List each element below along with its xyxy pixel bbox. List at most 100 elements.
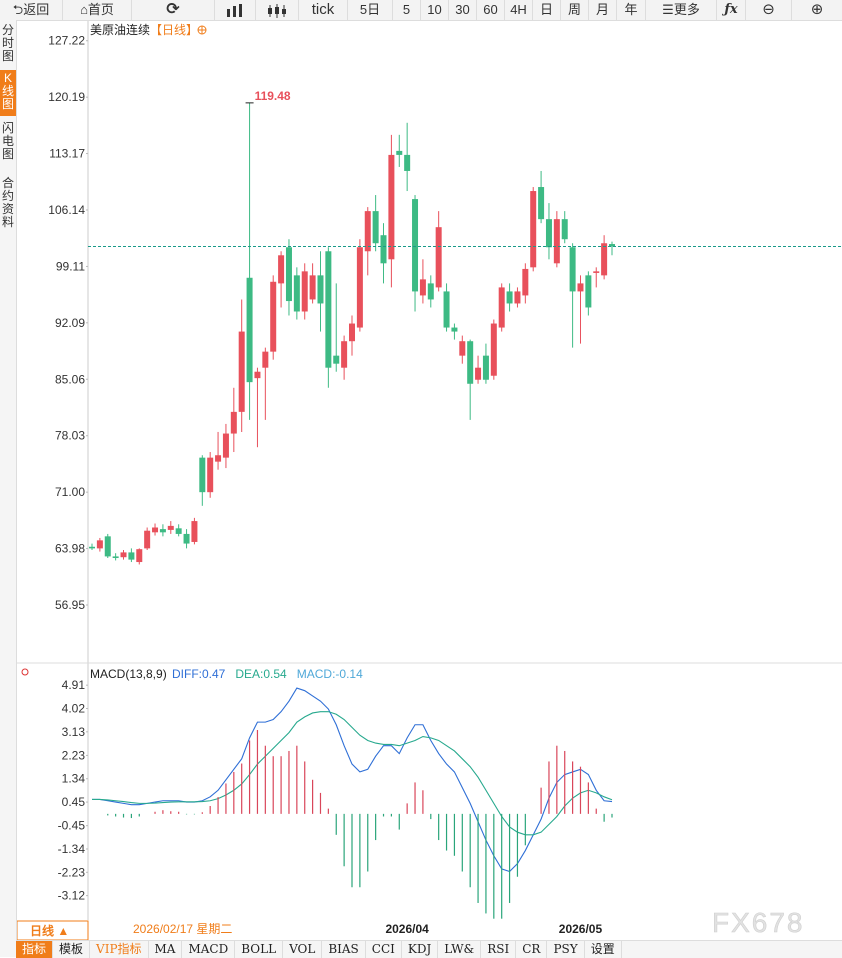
period-button[interactable]: 日 [533,0,561,20]
zoom-in-button[interactable]: ⊕ [810,1,824,18]
formula-button[interactable]: ƒx [717,0,746,20]
period-box[interactable] [17,920,89,940]
candle-body [498,287,505,328]
candle-body [89,546,95,549]
indicator-icon[interactable] [21,668,29,676]
candle-body [215,455,222,462]
y-tick-label: 85.06 [55,372,85,386]
candle-body [435,227,442,288]
bar-icon [268,3,286,18]
candle-body [104,536,111,557]
candle-body [561,219,568,240]
candle-body [467,341,474,384]
candle-body [609,244,615,247]
period-button[interactable]: 月 [589,0,617,20]
candle-body [577,283,584,292]
y-tick-label: -1.34 [58,842,86,856]
indicator-tab[interactable]: LW& [438,941,482,958]
candle-icon-button[interactable] [215,0,256,20]
indicator-tab[interactable]: 模板 [53,941,91,958]
y-tick-label: 1.34 [62,772,86,786]
y-tick-label: 4.02 [62,702,86,716]
candle-body [207,457,214,493]
side-tab[interactable]: 分时图 [1,23,14,63]
y-tick-label: 0.45 [62,795,86,809]
indicator-tab[interactable]: BOLL [235,941,284,958]
candle-body [191,521,198,542]
more-button[interactable]: ☰更多 [646,0,717,20]
high-annotation: 119.48 [255,89,291,103]
x-tick-label: 2026/04 [385,922,429,936]
macd-title: MACD(13,8,9) [90,667,167,681]
y-tick-label: 2.23 [62,748,86,762]
side-tab[interactable]: K线图 [0,70,16,116]
candle-body [459,341,466,356]
candle-body [144,530,151,549]
tick-button[interactable]: tick [299,0,348,20]
side-tab[interactable]: 闪电图 [1,121,14,161]
indicator-tab[interactable]: CCI [366,941,402,958]
period-button[interactable]: 周 [561,0,589,20]
indicator-tab[interactable]: PSY [547,941,585,958]
y-tick-label: 71.00 [55,485,85,499]
home-button[interactable]: ⌂首页 [63,0,132,20]
period-button[interactable]: 年 [617,0,646,20]
period-button[interactable]: 4H [505,0,533,20]
indicator-tab[interactable]: KDJ [402,941,439,958]
candle-body [199,457,206,493]
period-button[interactable]: 5日 [348,0,393,20]
candle-body [553,219,560,264]
y-tick-label: 63.98 [55,542,85,556]
candle-body [419,279,426,296]
y-tick-label: 3.13 [62,725,86,739]
period-button[interactable]: 5 [393,0,421,20]
candle-body [222,433,229,458]
indicator-tab[interactable]: VIP指标 [90,941,149,958]
zoom-out-button[interactable]: ⊖ [746,0,792,20]
bar-icon-button[interactable] [256,0,299,20]
back-button[interactable]: ⮌返回 [0,0,63,20]
y-tick-label: 56.95 [55,598,85,612]
indicator-tab[interactable]: 指标 [16,941,54,958]
x-tick-label: 2026/05 [559,922,603,936]
candle-body [167,525,174,530]
candle-body [112,556,119,559]
candle-body [396,150,403,155]
indicator-tab[interactable]: BIAS [322,941,366,958]
indicator-tab[interactable]: CR [516,941,548,958]
indicator-tab[interactable]: RSI [481,941,517,958]
candle-body [349,323,355,342]
candle-body [364,211,371,252]
candle-body [128,552,135,560]
side-tab[interactable]: 合约资料 [1,176,14,229]
candle-body [601,243,608,276]
candle-body [569,247,576,292]
y-tick-label: 106.14 [48,203,85,217]
candle-body [175,528,182,534]
candle-body [309,275,316,300]
indicator-tab[interactable]: VOL [283,941,323,958]
candle-body [490,323,497,376]
watermark: FX678 [712,907,805,938]
candle-body [136,549,143,563]
chart: 美原油连续 【日线】 MACD(13,8,9) 日线 ▲ 2026/02/17 … [17,21,842,940]
indicator-tab[interactable]: MA [149,941,183,958]
y-tick-label: -0.45 [58,819,86,833]
candle-body [301,271,308,312]
period-button[interactable]: 日线 ▲ [30,923,69,938]
candle-body [514,291,521,304]
period-button[interactable]: 10 [421,0,449,20]
candle-body [372,211,379,244]
candle-body [451,327,458,332]
candle-body [285,247,292,302]
indicator-tab[interactable]: MACD [182,941,236,958]
period-button[interactable]: 60 [477,0,505,20]
candle-body [120,552,127,558]
period-button[interactable]: 30 [449,0,477,20]
refresh-button[interactable]: ⟳ [132,0,215,20]
candle-body [270,281,277,352]
indicator-tab[interactable]: 设置 [585,941,622,958]
macd-line [92,687,613,873]
candle-body [380,235,387,264]
crosshair-date: 2026/02/17 星期二 [133,922,232,936]
